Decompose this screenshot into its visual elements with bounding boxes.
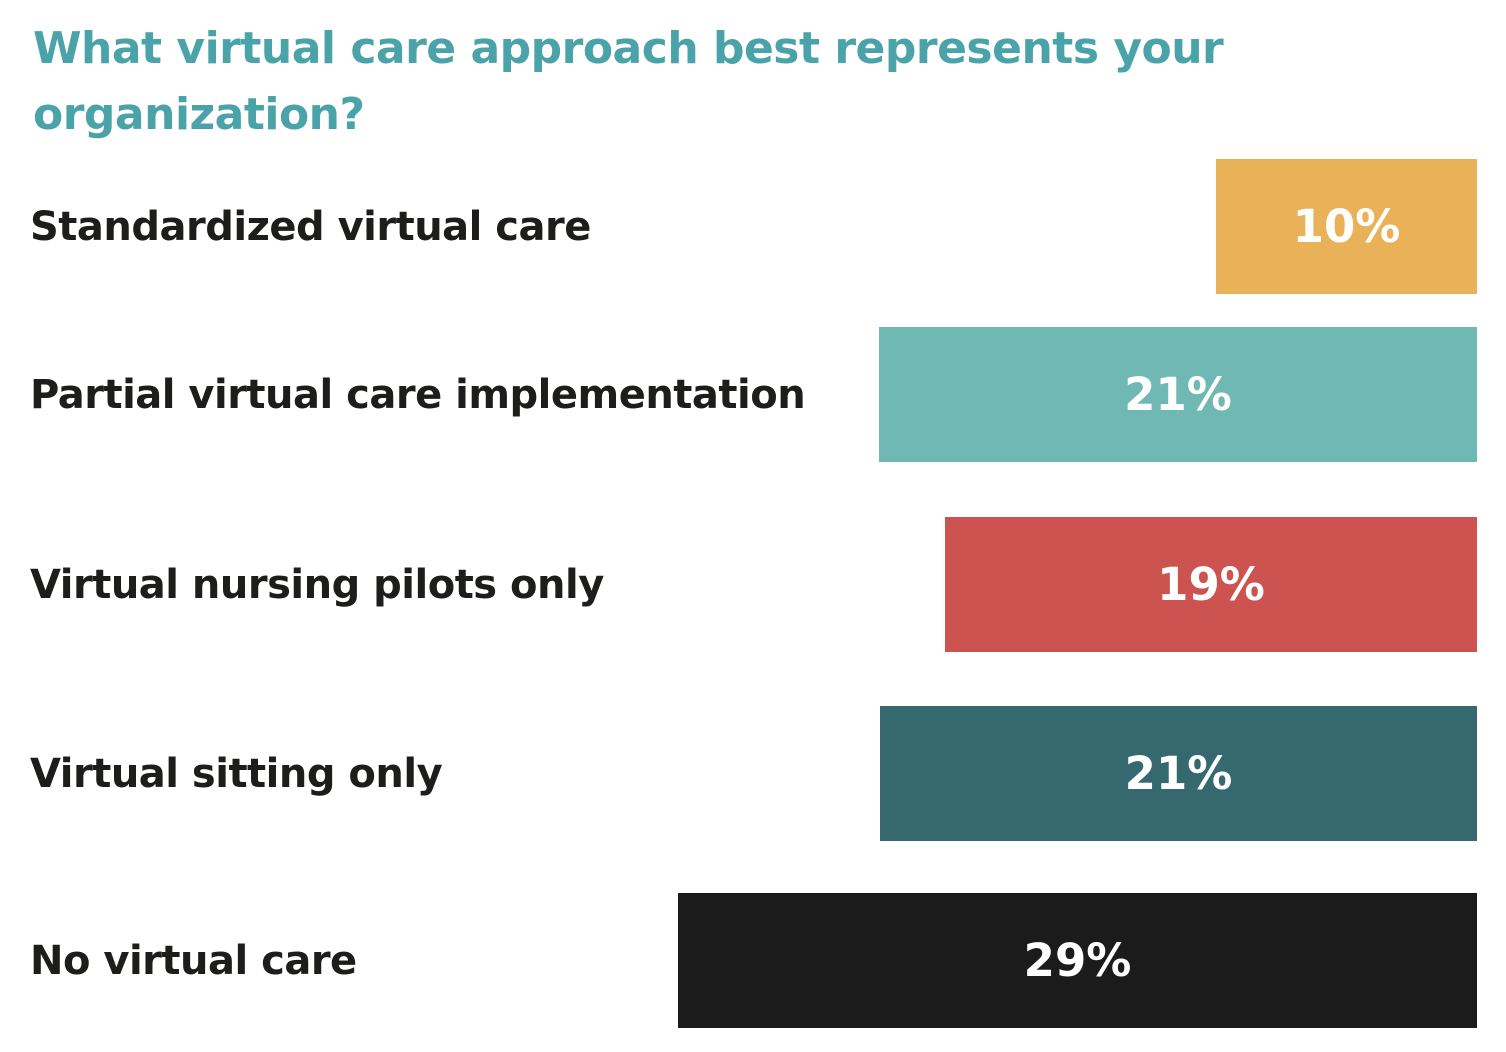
category-label: Partial virtual care implementation (30, 371, 806, 418)
bar: 29% (678, 893, 1477, 1028)
bar-value-label: 29% (1023, 934, 1132, 987)
category-label: Virtual sitting only (30, 750, 443, 797)
bar: 19% (945, 517, 1477, 652)
category-label: No virtual care (30, 937, 357, 984)
bar-value-label: 19% (1157, 558, 1265, 611)
chart-title: What virtual care approach best represen… (33, 23, 1224, 140)
category-label: Virtual nursing pilots only (30, 561, 604, 608)
category-label: Standardized virtual care (30, 203, 591, 250)
bar-value-label: 21% (1124, 747, 1233, 800)
bar-value-label: 21% (1124, 368, 1232, 421)
bar: 10% (1216, 159, 1477, 294)
bar-value-label: 10% (1292, 200, 1401, 253)
bar: 21% (880, 706, 1477, 841)
bar: 21% (879, 327, 1477, 462)
